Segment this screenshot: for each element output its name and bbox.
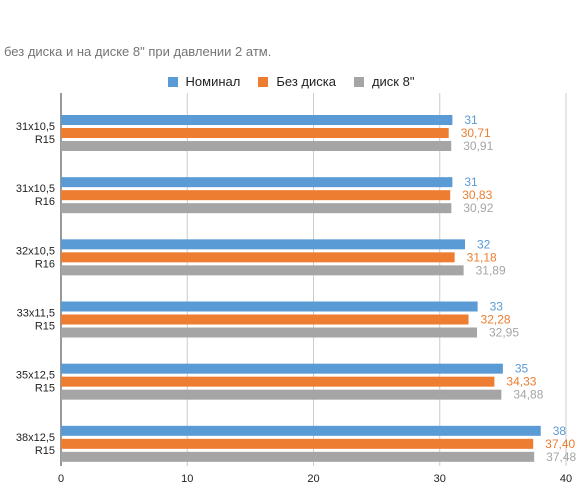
- data-label: 32: [477, 237, 491, 251]
- data-label: 30,91: [463, 139, 493, 153]
- data-label: 31: [464, 175, 478, 189]
- legend-label-no-disk: Без диска: [276, 74, 336, 89]
- chart-title: без диска и на диске 8" при давлении 2 а…: [4, 44, 272, 59]
- category-label: 38x12,5 R15: [16, 432, 55, 457]
- legend-swatch-no-disk: [258, 76, 269, 87]
- bar: [61, 425, 541, 436]
- bar: [61, 438, 534, 449]
- data-label: 31,89: [476, 263, 506, 277]
- bar: [61, 252, 455, 263]
- data-label: 35: [515, 362, 529, 376]
- data-label: 32,28: [481, 313, 511, 327]
- bar: [61, 327, 477, 338]
- legend-label-nominal: Номинал: [185, 74, 241, 89]
- category-label: 33x11,5 R15: [17, 308, 55, 333]
- bar: [61, 451, 535, 462]
- data-label: 37,40: [545, 437, 575, 451]
- data-label: 31: [464, 113, 478, 127]
- bar: [61, 239, 465, 250]
- legend-swatch-disk-8: [353, 76, 364, 87]
- bar: [61, 376, 495, 387]
- x-tick-label: 0: [58, 473, 64, 485]
- data-label: 37,48: [546, 450, 576, 464]
- x-tick-label: 10: [181, 473, 193, 485]
- data-label: 31,18: [467, 250, 497, 264]
- data-label: 38: [553, 424, 567, 438]
- bar: [61, 177, 453, 188]
- category-label: 31x10,5 R16: [16, 183, 55, 208]
- x-tick-label: 20: [307, 473, 319, 485]
- legend-swatch-nominal: [167, 76, 178, 87]
- bar: [61, 115, 453, 125]
- data-label: 33: [490, 300, 504, 314]
- legend-item-nominal: Номинал: [167, 74, 241, 89]
- data-label: 30,71: [461, 126, 491, 140]
- legend-item-disk-8: диск 8": [353, 74, 415, 89]
- data-label: 30,83: [462, 188, 492, 202]
- category-label: 32x10,5 R16: [16, 245, 55, 270]
- legend: Номинал Без диска диск 8": [0, 74, 582, 89]
- bar: [61, 389, 502, 400]
- bar: [61, 203, 452, 214]
- legend-label-disk-8: диск 8": [371, 74, 415, 89]
- bar: [61, 190, 451, 201]
- bar: [61, 363, 503, 374]
- legend-item-no-disk: Без диска: [258, 74, 336, 89]
- bar: [61, 141, 452, 151]
- data-label: 34,88: [513, 388, 543, 402]
- x-tick-label: 30: [434, 473, 446, 485]
- bar: [61, 265, 464, 276]
- data-label: 32,95: [489, 326, 519, 340]
- data-label: 30,92: [463, 201, 493, 215]
- data-label: 34,33: [506, 375, 536, 389]
- bar: [61, 301, 478, 312]
- category-label: 35x12,5 R15: [16, 370, 55, 395]
- bar: [61, 314, 469, 325]
- bar: [61, 128, 449, 138]
- x-tick-label: 40: [560, 473, 572, 485]
- category-label: 31x10,5 R15: [16, 121, 55, 146]
